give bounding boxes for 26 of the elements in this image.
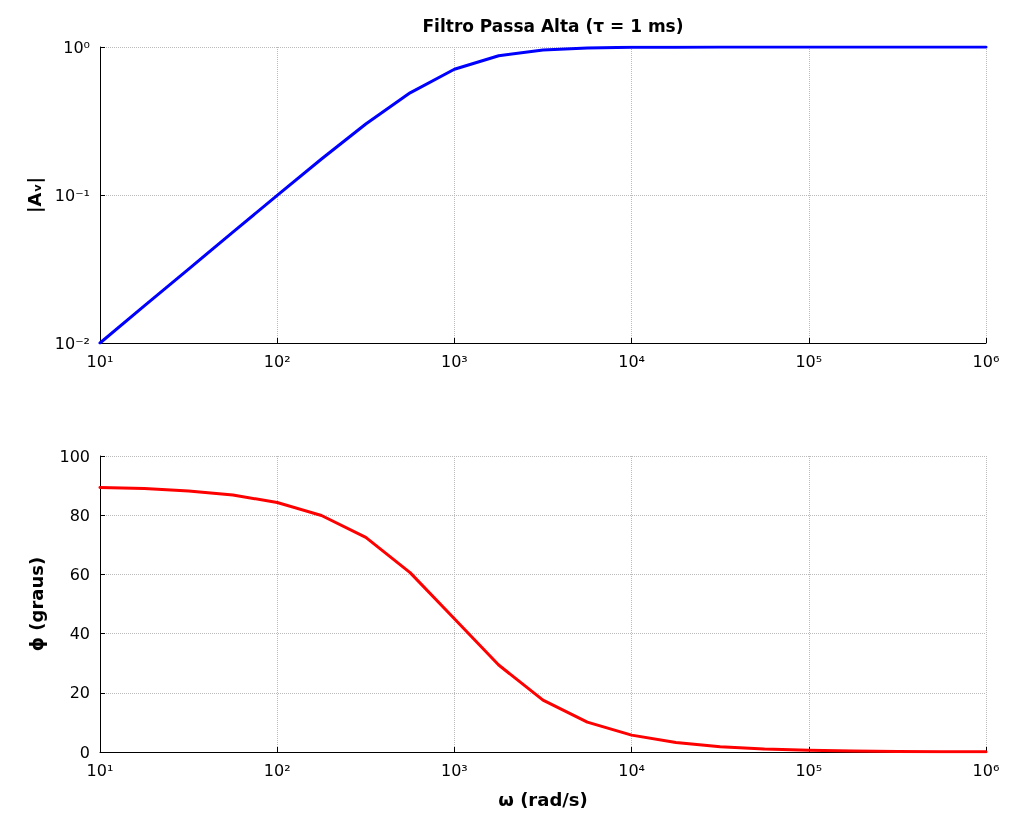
- y-tick-label: 40: [69, 624, 90, 644]
- y-tick-label: 100: [59, 446, 90, 466]
- y-tick-label: 60: [69, 564, 90, 584]
- y-axis-title: ϕ (graus): [25, 556, 47, 652]
- x-tick-label: 10¹: [86, 351, 114, 371]
- y-tick-label: 10⁰: [63, 37, 90, 57]
- x-tick-label: 10⁶: [972, 760, 1000, 780]
- y-tick-label: 80: [69, 505, 90, 525]
- x-tick-label: 10⁵: [795, 351, 823, 371]
- x-tick-label: 10⁵: [795, 760, 823, 780]
- x-tick-label: 10²: [263, 760, 291, 780]
- y-tick-label: 10⁻²: [54, 333, 90, 353]
- x-tick-label: 10³: [441, 351, 468, 371]
- x-tick-label: 10⁴: [618, 760, 645, 780]
- x-tick-label: 10²: [263, 351, 291, 371]
- x-axis-title: ω (rad/s): [498, 788, 588, 810]
- x-tick-label: 10¹: [86, 760, 114, 780]
- y-tick-label: 20: [69, 683, 90, 703]
- x-tick-label: 10⁴: [618, 351, 645, 371]
- chart-title: Filtro Passa Alta (τ = 1 ms): [422, 15, 684, 36]
- line-series: [98, 45, 988, 345]
- x-tick-label: 10⁶: [972, 351, 1000, 371]
- y-tick-label: 10⁻¹: [54, 185, 90, 205]
- y-axis-title: |Aᵥ|: [24, 176, 46, 214]
- y-tick-label: 0: [79, 742, 90, 762]
- x-tick-label: 10³: [441, 760, 468, 780]
